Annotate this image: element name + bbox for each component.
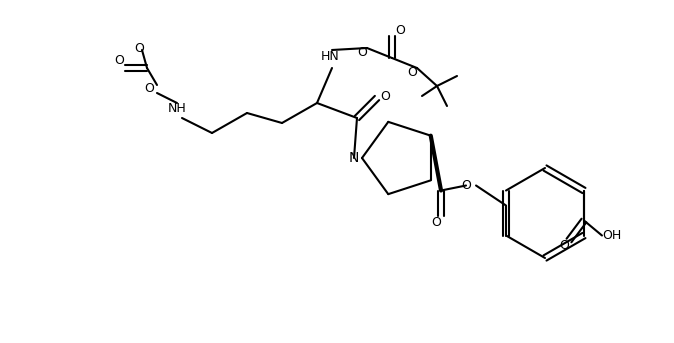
Text: HN: HN	[321, 49, 340, 62]
Text: O: O	[395, 24, 405, 36]
Text: O: O	[134, 42, 144, 55]
Text: O: O	[559, 239, 569, 252]
Text: O: O	[144, 82, 154, 95]
Text: O: O	[431, 216, 441, 229]
Text: N: N	[349, 151, 359, 165]
Text: O: O	[357, 47, 367, 59]
Text: O: O	[461, 179, 471, 192]
Text: O: O	[380, 90, 390, 103]
Text: OH: OH	[602, 229, 621, 242]
Text: NH: NH	[168, 102, 187, 115]
Text: O: O	[114, 54, 124, 67]
Text: O: O	[407, 67, 417, 80]
